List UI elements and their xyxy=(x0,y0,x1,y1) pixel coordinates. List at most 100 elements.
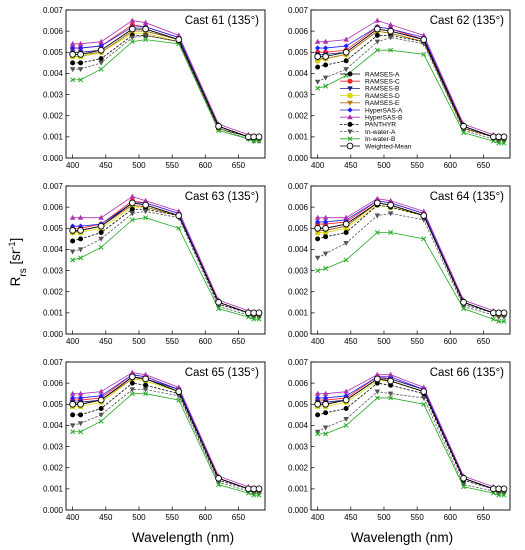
data-point xyxy=(420,395,427,401)
data-point xyxy=(129,211,136,217)
panel-title: Cast 62 (135°) xyxy=(430,15,504,27)
data-point xyxy=(323,431,329,437)
legend-label: HyperSAS-A xyxy=(365,107,403,114)
y-tick-label: 0.002 xyxy=(43,112,64,121)
data-point xyxy=(322,219,329,225)
legend-label: RAMSES-B xyxy=(365,86,400,93)
x-tick-label: 550 xyxy=(410,337,424,346)
data-point xyxy=(255,133,263,141)
data-point xyxy=(496,318,502,324)
data-point xyxy=(77,227,84,234)
data-point xyxy=(251,492,257,498)
y-tick-label: 0.000 xyxy=(43,330,64,339)
y-tick-label: 0.001 xyxy=(288,309,309,318)
y-tick-label: 0.004 xyxy=(43,245,64,254)
data-point xyxy=(143,37,149,43)
y-tick-label: 0.004 xyxy=(288,421,309,430)
series-line xyxy=(317,26,505,140)
y-tick-label: 0.001 xyxy=(43,485,64,494)
data-point xyxy=(98,66,104,72)
series-line xyxy=(72,204,260,316)
y-tick-label: 0.006 xyxy=(43,379,64,388)
data-point xyxy=(387,211,394,217)
data-point xyxy=(420,388,428,395)
data-point xyxy=(142,375,149,383)
y-tick-label: 0.005 xyxy=(288,400,309,409)
x-tick-label: 500 xyxy=(132,161,146,170)
panel-5: 0.000 0.001 0.002 0.003 0.004 0.005 0.006 0.007… xyxy=(43,358,266,522)
data-point xyxy=(77,421,84,427)
y-tick-label: 0.007 xyxy=(288,182,309,191)
legend-item-ramses-e: RAMSES-E xyxy=(340,100,400,107)
data-point xyxy=(314,214,321,220)
data-point xyxy=(388,230,394,235)
legend-item-ramses-a: RAMSES-A xyxy=(340,71,400,78)
data-point xyxy=(69,67,76,73)
series-ramses-a xyxy=(70,202,262,318)
y-tick-label: 0.003 xyxy=(43,442,64,451)
data-point xyxy=(78,255,84,261)
series-hypersas-b xyxy=(69,369,262,491)
data-point xyxy=(98,230,104,236)
data-point xyxy=(343,67,349,73)
x-tick-label: 650 xyxy=(477,513,491,522)
plot-frame xyxy=(65,361,266,511)
data-point xyxy=(77,51,84,58)
y-tick-label: 0.001 xyxy=(43,309,64,318)
data-point xyxy=(69,40,76,46)
data-point xyxy=(342,220,350,228)
y-tick-label: 0.002 xyxy=(43,288,64,297)
series-ramses-b xyxy=(314,376,507,494)
data-point xyxy=(98,412,104,418)
data-point xyxy=(387,371,394,377)
legend-label: RAMSES-C xyxy=(365,79,400,86)
series-weighted-mean xyxy=(69,373,263,493)
y-tick-label: 0.000 xyxy=(288,506,309,515)
data-point xyxy=(322,214,329,220)
data-point xyxy=(322,425,329,431)
x-tick-label: 500 xyxy=(377,161,391,170)
series-hypersas-b xyxy=(314,195,507,315)
data-point xyxy=(215,474,222,482)
x-tick-label: 600 xyxy=(444,337,458,346)
data-point xyxy=(142,387,149,393)
data-point xyxy=(460,122,467,130)
panel-4: 0.000 0.001 0.002 0.003 0.004 0.005 0.006 0.007… xyxy=(288,182,511,346)
data-point xyxy=(70,60,76,66)
data-point xyxy=(78,412,84,418)
data-point xyxy=(315,64,321,70)
data-point xyxy=(342,396,350,404)
data-point xyxy=(343,417,349,423)
data-point xyxy=(175,36,183,43)
data-point xyxy=(314,390,321,396)
data-point xyxy=(496,492,502,498)
data-point xyxy=(128,25,136,33)
data-point xyxy=(343,36,349,42)
y-tick-label: 0.005 xyxy=(43,400,64,409)
y-tick-label: 0.004 xyxy=(43,421,64,430)
data-point xyxy=(496,140,502,146)
data-point xyxy=(314,224,321,232)
y-tick-label: 0.002 xyxy=(43,464,64,473)
data-point xyxy=(421,401,427,407)
data-point xyxy=(314,400,321,408)
data-point xyxy=(374,17,381,23)
x-tick-label: 400 xyxy=(311,161,325,170)
data-point xyxy=(388,395,394,401)
legend-label: PANTHYR xyxy=(365,122,396,129)
data-point xyxy=(97,46,105,54)
x-tick-label: 550 xyxy=(410,161,424,170)
data-point xyxy=(175,212,183,219)
data-point xyxy=(98,406,104,412)
series-line xyxy=(72,389,260,494)
series-line xyxy=(72,204,260,316)
y-axis-label-close: ] xyxy=(8,238,23,242)
data-point xyxy=(501,318,507,324)
data-point xyxy=(315,268,321,274)
data-point xyxy=(78,60,84,66)
data-point xyxy=(343,257,349,263)
x-tick-label: 450 xyxy=(99,513,113,522)
data-point xyxy=(215,122,222,130)
data-point xyxy=(387,201,394,209)
data-point xyxy=(69,51,76,58)
